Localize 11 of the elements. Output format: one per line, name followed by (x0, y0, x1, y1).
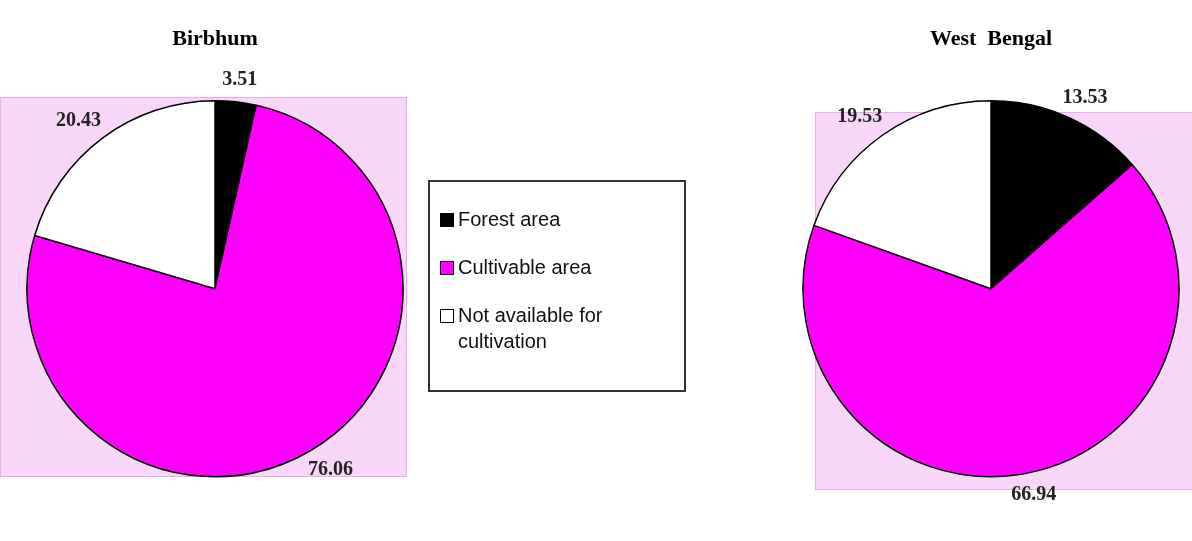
legend-label: Not available for cultivation (458, 303, 604, 354)
data-label: 20.43 (56, 107, 102, 130)
chart-title: Birbhum (172, 24, 258, 50)
data-label: 66.94 (1011, 482, 1057, 505)
data-label: 13.53 (1062, 84, 1108, 107)
data-label: 19.53 (837, 104, 883, 127)
data-label: 76.06 (308, 456, 354, 479)
chart-title: West Bengal (929, 24, 1053, 50)
data-label: 3.51 (222, 67, 258, 90)
legend-label: Cultivable area (458, 255, 592, 280)
legend-label: Forest area (458, 207, 561, 232)
